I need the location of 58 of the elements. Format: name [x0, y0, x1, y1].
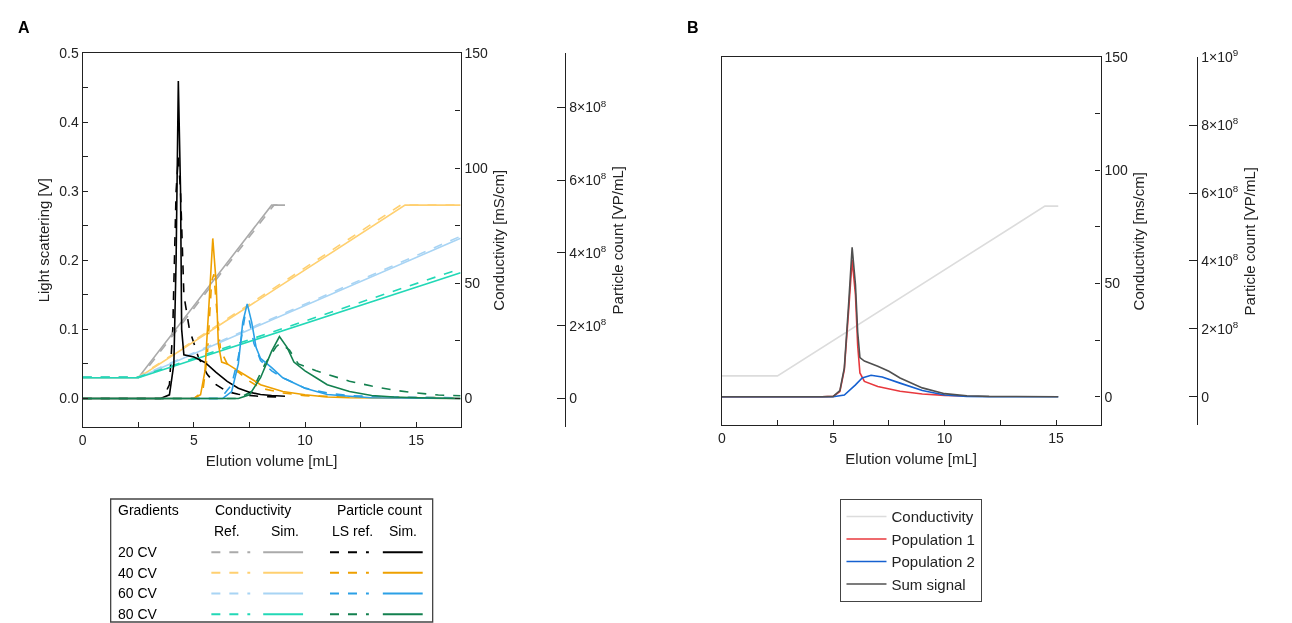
x-tick-label: 0	[717, 430, 726, 447]
y2-tick-label: 50	[1104, 275, 1121, 292]
y-tick-label: 0.5	[59, 45, 80, 62]
text: Sim.	[271, 523, 299, 539]
legend-label: Population 1	[891, 530, 975, 548]
legend-label: Sum signal	[891, 575, 966, 593]
x-tick-label: 10	[936, 430, 953, 447]
y3-tick-label: 0	[569, 390, 578, 407]
text: 60 CV	[118, 585, 158, 601]
x-tick-label: 15	[408, 432, 425, 449]
y3-tick-label: 2×10$^{8}$	[569, 315, 607, 334]
y2-axis-title: Conductivity [mS/cm]	[490, 169, 508, 311]
y3-tick-label: 6×10$^{8}$	[569, 170, 607, 189]
y2-tick-label: 0	[1104, 388, 1113, 405]
y-axis-title: Light scattering [V]	[34, 178, 52, 303]
y-tick-label: 0.1	[59, 321, 80, 338]
x-axis-title: Elution volume [mL]	[205, 452, 338, 470]
y2-axis-title: Conductivity [ms/cm]	[1130, 172, 1148, 311]
y-tick-label: 0.0	[59, 390, 80, 407]
line-series	[721, 246, 1060, 398]
y2-tick-label: 100	[464, 160, 489, 177]
x-axis-title: Elution volume [mL]	[845, 450, 978, 468]
chart-title: B	[687, 19, 699, 36]
y-tick-label: 0.3	[59, 183, 80, 200]
chart-title: A	[18, 19, 30, 36]
text: LS ref.	[332, 523, 374, 539]
y3-tick-label: 2×10$^{8}$	[1201, 318, 1239, 337]
y3-tick-label: 4×10$^{8}$	[569, 242, 607, 261]
text: 20 CV	[118, 544, 158, 560]
y3-tick-label: 6×10$^{8}$	[1201, 183, 1239, 201]
x-tick-label: 0	[78, 432, 87, 449]
legend-label: Conductivity	[891, 508, 974, 526]
text: Particle count	[337, 502, 422, 518]
y3-axis-title: Particle count [VP/mL]	[1240, 167, 1258, 316]
x-tick-label: 5	[189, 432, 198, 449]
y3-tick-label: 4×10$^{8}$	[1201, 250, 1239, 269]
y2-tick-label: 150	[1104, 49, 1129, 66]
y3-axis-title: Particle count [VP/mL]	[608, 166, 626, 315]
text: 80 CV	[118, 606, 158, 622]
y-tick-label: 0.4	[59, 114, 80, 131]
y2-tick-label: 150	[464, 45, 489, 62]
text: Ref.	[214, 523, 240, 539]
y2-tick-label: 50	[464, 275, 481, 292]
y3-tick-label: 8×10$^{8}$	[569, 97, 607, 116]
y-tick-label: 0.2	[59, 252, 80, 269]
y3-tick-label: 1×10$^{9}$	[1201, 47, 1239, 66]
legend-label: Population 2	[891, 553, 975, 571]
text: Conductivity	[215, 502, 292, 518]
y3-tick-label: 8×10$^{8}$	[1201, 115, 1239, 134]
y2-tick-label: 100	[1104, 162, 1129, 179]
text: Sim.	[389, 523, 417, 539]
text: Gradients	[118, 502, 179, 518]
x-tick-label: 15	[1048, 430, 1065, 447]
y2-tick-label: 0	[464, 390, 473, 407]
x-tick-label: 10	[297, 432, 313, 449]
y3-tick-label: 0	[1201, 388, 1210, 405]
x-tick-label: 5	[829, 430, 838, 447]
text: 40 CV	[118, 565, 158, 581]
